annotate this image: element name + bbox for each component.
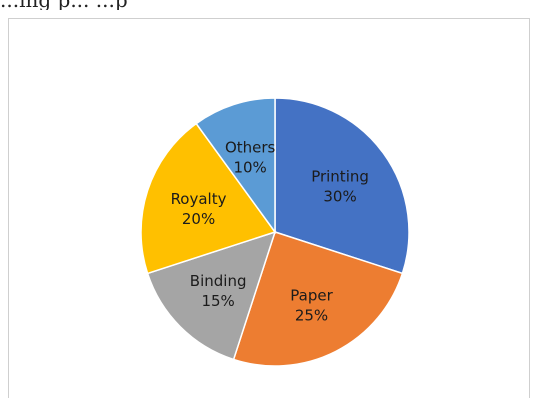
slice-percent-royalty: 20%	[182, 210, 215, 228]
cropped-header-text: ...ing p... ...p	[0, 0, 536, 10]
chart-plot-area	[8, 18, 530, 398]
pie-slice-printing	[274, 97, 410, 275]
pie-slice-royalty	[140, 122, 277, 275]
pie-slice-binding	[146, 230, 277, 361]
slice-percent-binding: 15%	[201, 292, 234, 310]
pie-slice-others	[195, 97, 276, 235]
pie-slice-paper	[232, 231, 404, 367]
slice-label-paper: Paper	[290, 287, 333, 305]
slice-label-binding: Binding	[190, 272, 247, 290]
slice-percent-paper: 25%	[295, 307, 328, 325]
slice-label-others: Others	[225, 139, 276, 157]
slice-percent-others: 10%	[233, 159, 266, 177]
slice-percent-printing: 30%	[323, 188, 356, 206]
slice-label-printing: Printing	[311, 168, 369, 186]
slice-label-royalty: Royalty	[171, 190, 227, 208]
